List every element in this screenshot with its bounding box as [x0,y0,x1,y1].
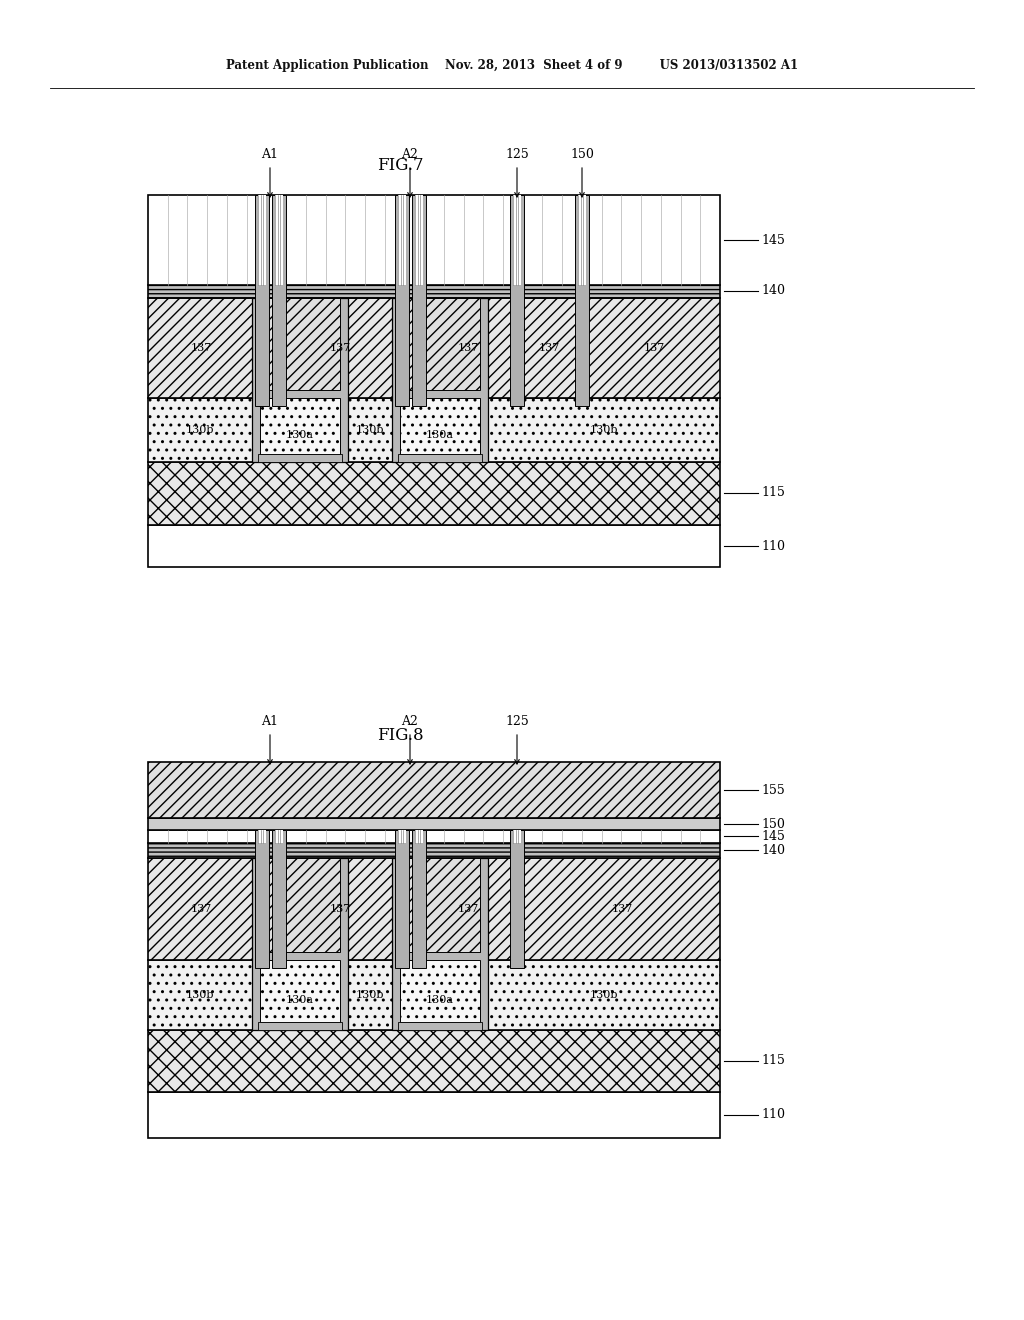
Bar [395,195,409,407]
Bar [398,195,406,285]
Text: A1: A1 [261,148,279,161]
Bar [252,298,348,462]
Bar [400,960,480,1022]
Text: 137: 137 [644,343,666,352]
Bar [415,830,423,843]
Text: 137: 137 [539,343,560,352]
Bar [258,195,266,285]
Bar [148,1030,720,1092]
Text: 140: 140 [761,285,785,297]
Text: 110: 110 [761,540,785,553]
Text: 130a: 130a [426,995,454,1005]
Text: 137: 137 [190,904,212,913]
Bar [258,830,266,843]
Bar [513,830,521,843]
Bar [260,298,340,389]
Bar [398,454,482,462]
Text: 130b: 130b [185,425,214,436]
Bar [415,195,423,285]
Bar [510,830,524,968]
Bar [392,298,488,462]
Bar [513,195,521,285]
Text: 130b: 130b [590,990,618,1001]
Text: 130a: 130a [286,995,314,1005]
Text: 130b: 130b [185,990,214,1001]
Text: 130a: 130a [426,430,454,440]
Bar [575,195,589,407]
Text: 137: 137 [190,343,212,352]
Bar [260,399,340,454]
Text: 125: 125 [505,148,528,161]
Bar [275,830,283,843]
Bar [148,960,720,1030]
Text: 125: 125 [505,715,528,729]
Text: FIG.7: FIG.7 [377,157,423,173]
Text: 115: 115 [761,487,784,499]
Bar [272,195,286,407]
Bar [255,195,269,407]
Text: 130b: 130b [355,990,384,1001]
Text: 110: 110 [761,1109,785,1122]
Text: 137: 137 [611,904,633,913]
Bar [400,399,480,454]
Text: 115: 115 [761,1055,784,1068]
Bar [148,399,720,462]
Bar [398,1022,482,1030]
Bar [255,830,269,968]
Text: FIG.8: FIG.8 [377,726,423,743]
Bar [395,830,409,968]
Text: 140: 140 [761,843,785,857]
Text: A2: A2 [401,715,419,729]
Text: 137: 137 [330,904,351,913]
Bar [258,454,342,462]
Bar [148,525,720,568]
Bar [272,830,286,968]
Bar [148,818,720,830]
Bar [510,195,524,407]
Text: 145: 145 [761,234,784,247]
Text: 130b: 130b [590,425,618,436]
Text: A2: A2 [401,148,419,161]
Text: 130b: 130b [355,425,384,436]
Bar [148,285,720,298]
Bar [148,195,720,285]
Bar [252,858,348,1030]
Text: 150: 150 [570,148,594,161]
Text: 145: 145 [761,829,784,842]
Text: 137: 137 [330,343,351,352]
Bar [148,843,720,858]
Text: A1: A1 [261,715,279,729]
Bar [148,462,720,525]
Bar [578,195,586,285]
Bar [275,195,283,285]
Bar [398,830,406,843]
Text: 130a: 130a [286,430,314,440]
Bar [148,858,720,960]
Text: 155: 155 [761,784,784,796]
Bar [148,1092,720,1138]
Bar [260,960,340,1022]
Text: Patent Application Publication    Nov. 28, 2013  Sheet 4 of 9         US 2013/03: Patent Application Publication Nov. 28, … [226,58,798,71]
Bar [412,830,426,968]
Bar [148,830,720,843]
Bar [148,762,720,818]
Bar [400,298,480,389]
Bar [260,858,340,952]
Bar [258,1022,342,1030]
Bar [392,858,488,1030]
Bar [400,858,480,952]
Bar [412,195,426,407]
Text: 137: 137 [458,904,478,913]
Text: 150: 150 [761,817,784,830]
Text: 137: 137 [458,343,478,352]
Bar [148,298,720,399]
